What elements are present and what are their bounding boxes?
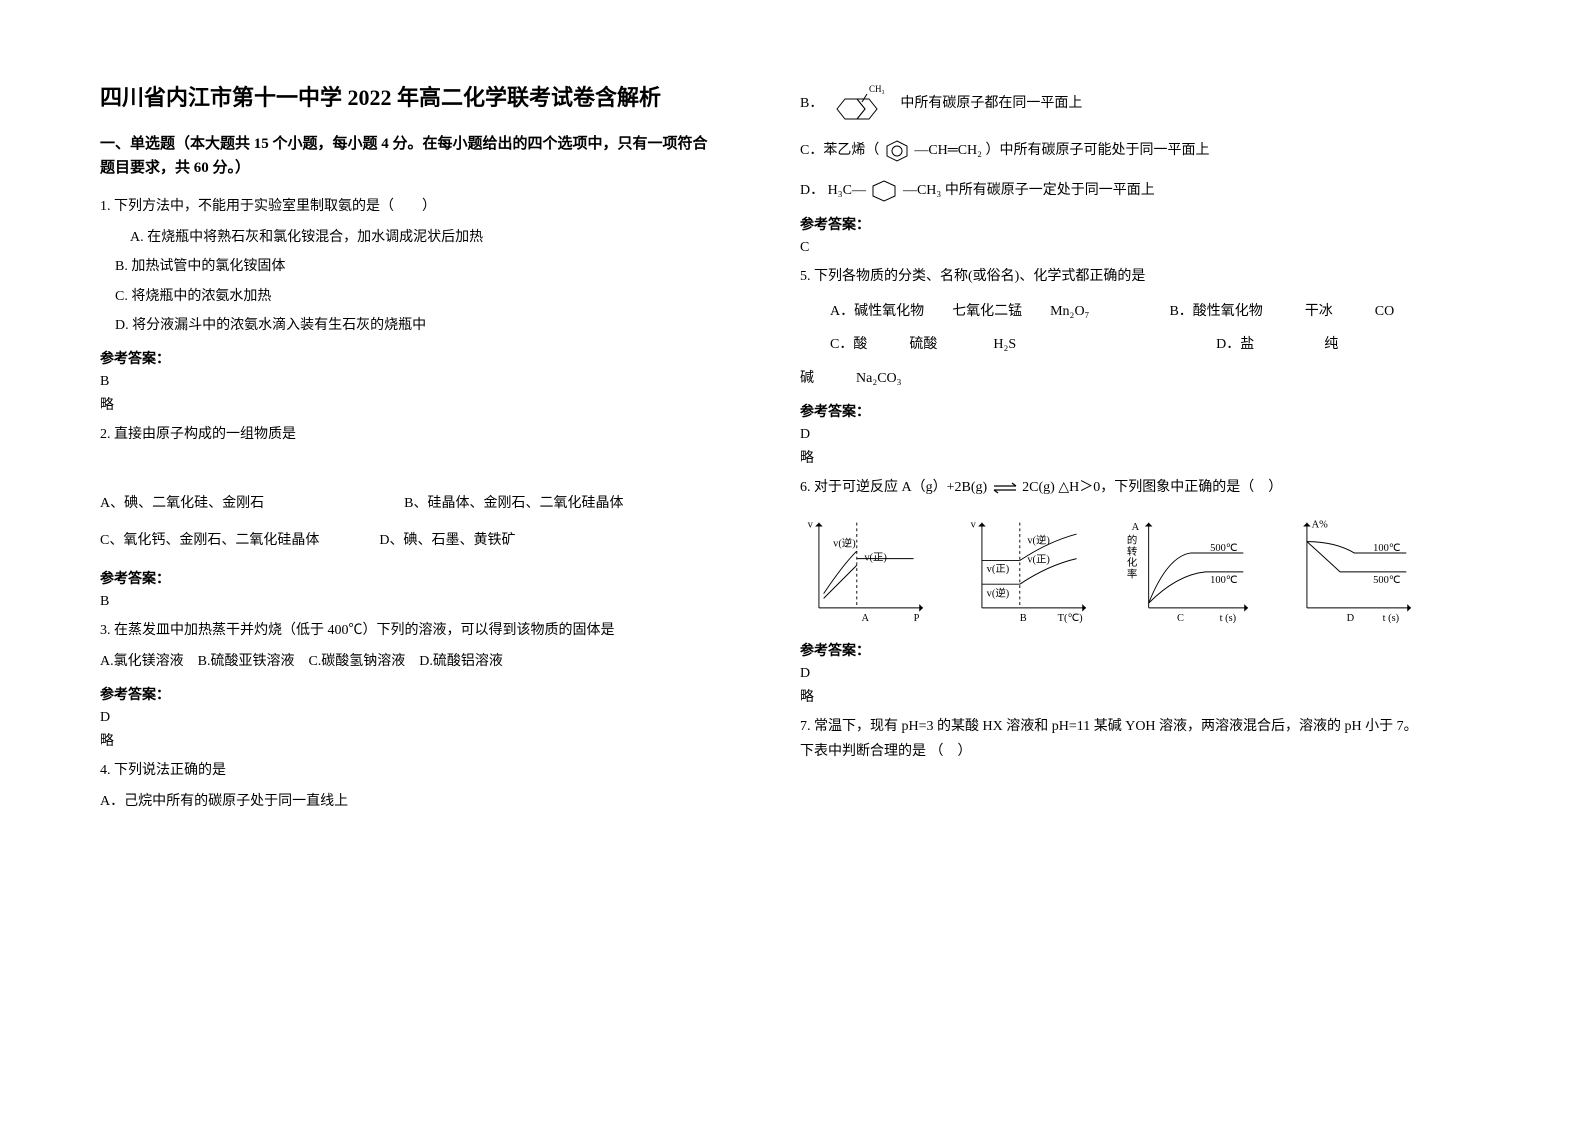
svg-text:100℃: 100℃: [1210, 575, 1237, 586]
exam-page: 四川省内江市第十一中学 2022 年高二化学联考试卷含解析 一、单选题（本大题共…: [0, 0, 1587, 858]
svg-text:率: 率: [1127, 568, 1137, 581]
svg-text:B: B: [1019, 613, 1026, 624]
q5-note: 略: [800, 447, 1420, 467]
right-column: B． CH₃ 中所有碳原子都在同一平面上 C．苯乙烯（ —CH═CH₂ ）中所有…: [800, 80, 1420, 818]
q4-d-right: —CH₃: [903, 183, 941, 198]
q6-chart-row: v P v(逆) v(正) A v T(℃) v(正): [800, 510, 1420, 630]
svg-text:A: A: [862, 613, 870, 624]
q4-opt-c: C．苯乙烯（ —CH═CH₂ ）中所有碳原子可能处于同一平面上: [800, 138, 1420, 164]
svg-text:C: C: [1177, 613, 1184, 624]
q7-stem: 7. 常温下，现有 pH=3 的某酸 HX 溶液和 pH=11 某碱 YOH 溶…: [800, 714, 1420, 764]
q5-stem: 5. 下列各物质的分类、名称(或俗名)、化学式都正确的是: [800, 264, 1420, 289]
q1-answer-label: 参考答案：: [100, 348, 720, 368]
chart-d: A% t (s) 100℃ 500℃ D: [1288, 510, 1421, 630]
svg-text:v(逆): v(逆): [833, 536, 856, 549]
svg-text:CH₃: CH₃: [869, 84, 885, 94]
q2-answer: B: [100, 594, 720, 610]
q4-b-suffix: 中所有碳原子都在同一平面上: [900, 96, 1082, 111]
svg-text:P: P: [914, 613, 920, 624]
svg-text:v(正): v(正): [986, 564, 1009, 575]
q1-opt-b: B. 加热试管中的氯化铵固体: [115, 254, 720, 279]
q2-opt-d: D、碘、石墨、黄铁矿: [379, 528, 515, 553]
q4-opt-a: A．己烷中所有的碳原子处于同一直线上: [100, 789, 720, 814]
q6-stem-post: 2C(g) △H＞0，下列图象中正确的是（ ）: [1022, 480, 1282, 495]
q5-opt-b: B．酸性氧化物 干冰 CO: [1169, 299, 1394, 324]
q5-opt-d: D．盐 纯: [1216, 332, 1338, 357]
q3-answer: D: [100, 710, 720, 726]
q5-answer: D: [800, 427, 1420, 443]
chart-b: v T(℃) v(正) v(逆) v(逆) v(正) B: [963, 510, 1096, 630]
svg-text:v(正): v(正): [1027, 554, 1050, 565]
q3-opts: A.氯化镁溶液 B.硫酸亚铁溶液 C.碳酸氢钠溶液 D.硫酸铝溶液: [100, 649, 720, 674]
exam-title: 四川省内江市第十一中学 2022 年高二化学联考试卷含解析: [100, 80, 720, 112]
q1-opt-a: A. 在烧瓶中将熟石灰和氯化铵混合，加水调成泥状后加热: [130, 225, 720, 250]
svg-text:A%: A%: [1311, 519, 1328, 530]
q4-answer: C: [800, 240, 1420, 256]
svg-text:v: v: [808, 519, 814, 530]
q3-answer-label: 参考答案：: [100, 684, 720, 704]
svg-text:A: A: [1132, 522, 1140, 533]
q4-stem: 4. 下列说法正确的是: [100, 758, 720, 783]
q5-row2: C．酸 硫酸 H₂S D．盐 纯: [800, 328, 1420, 361]
svg-text:化: 化: [1127, 556, 1137, 569]
svg-text:的: 的: [1127, 533, 1137, 546]
q4-d-left: H₃C—: [828, 183, 866, 198]
chart-a: v P v(逆) v(正) A: [800, 510, 933, 630]
svg-text:100℃: 100℃: [1373, 543, 1400, 554]
q2-row2: C、氧化钙、金刚石、二氧化硅晶体 D、碘、石墨、黄铁矿: [100, 524, 720, 557]
q2-opt-a: A、碘、二氧化硅、金刚石: [100, 491, 264, 516]
left-column: 四川省内江市第十一中学 2022 年高二化学联考试卷含解析 一、单选题（本大题共…: [100, 80, 720, 818]
chart-c: A 的 转 化 率 t (s) 500℃ 100℃ C: [1125, 510, 1258, 630]
svg-text:v(逆): v(逆): [1027, 533, 1050, 546]
svg-text:D: D: [1346, 613, 1354, 624]
q2-row1: A、碘、二氧化硅、金刚石 B、硅晶体、金刚石、二氧化硅晶体: [100, 487, 720, 520]
svg-text:v(逆): v(逆): [986, 586, 1009, 599]
q1-note: 略: [100, 394, 720, 414]
benzene-ring-icon: [883, 138, 911, 164]
svg-text:T(℃): T(℃): [1057, 613, 1083, 624]
q1-stem: 1. 下列方法中，不能用于实验室里制取氨的是（ ）: [100, 194, 720, 219]
svg-text:转: 转: [1127, 545, 1137, 558]
q4-d-prefix: D．: [800, 183, 824, 198]
q4-c-suffix: ）中所有碳原子可能处于同一平面上: [986, 143, 1210, 158]
q1-opt-c: C. 将烧瓶中的浓氨水加热: [115, 284, 720, 309]
section-1-header: 一、单选题（本大题共 15 个小题，每小题 4 分。在每小题给出的四个选项中，只…: [100, 132, 720, 180]
svg-text:v(正): v(正): [864, 552, 887, 563]
q4-answer-label: 参考答案：: [800, 214, 1420, 234]
q5-answer-label: 参考答案：: [800, 401, 1420, 421]
q4-opt-b: B． CH₃ 中所有碳原子都在同一平面上: [800, 84, 1420, 124]
q4-opt-d: D． H₃C— —CH₃ 中所有碳原子一定处于同一平面上: [800, 178, 1420, 204]
q5-opt-a: A．碱性氧化物 七氧化二锰 Mn₂O₇: [830, 299, 1089, 324]
q6-stem: 6. 对于可逆反应 A（g）+2B(g) 2C(g) △H＞0，下列图象中正确的…: [800, 475, 1420, 500]
q5-opt-c: C．酸 硫酸 H₂S: [830, 332, 1016, 357]
q4-d-suffix: 中所有碳原子一定处于同一平面上: [945, 183, 1155, 198]
q6-note: 略: [800, 686, 1420, 706]
q6-stem-pre: 6. 对于可逆反应 A（g）+2B(g): [800, 480, 987, 495]
q4-b-label: B．: [800, 96, 823, 111]
q3-stem: 3. 在蒸发皿中加热蒸干并灼烧（低于 400℃）下列的溶液，可以得到该物质的固体…: [100, 618, 720, 643]
q2-answer-label: 参考答案：: [100, 568, 720, 588]
svg-text:t (s): t (s): [1220, 613, 1237, 624]
svg-text:500℃: 500℃: [1210, 543, 1237, 554]
q5-row1: A．碱性氧化物 七氧化二锰 Mn₂O₇ B．酸性氧化物 干冰 CO: [800, 295, 1420, 328]
q6-answer-label: 参考答案：: [800, 640, 1420, 660]
bicyclic-structure-icon: CH₃: [827, 84, 897, 124]
q4-c-prefix: C．苯乙烯（: [800, 143, 879, 158]
svg-text:v: v: [970, 519, 976, 530]
q6-answer: D: [800, 666, 1420, 682]
q1-answer: B: [100, 374, 720, 390]
q1-opt-d: D. 将分液漏斗中的浓氨水滴入装有生石灰的烧瓶中: [115, 313, 720, 338]
svg-text:500℃: 500℃: [1373, 575, 1400, 586]
hexagon-ring-icon: [869, 178, 899, 204]
q2-stem: 2. 直接由原子构成的一组物质是: [100, 422, 720, 447]
equilibrium-arrow-icon: [991, 482, 1019, 494]
svg-text:t (s): t (s): [1382, 613, 1399, 624]
q3-note: 略: [100, 730, 720, 750]
q4-c-mid: —CH═CH₂: [914, 143, 982, 158]
q5-opt-d2: 碱 Na₂CO₃: [800, 366, 1420, 391]
q2-opt-c: C、氧化钙、金刚石、二氧化硅晶体: [100, 528, 319, 553]
q2-opt-b: B、硅晶体、金刚石、二氧化硅晶体: [404, 491, 623, 516]
